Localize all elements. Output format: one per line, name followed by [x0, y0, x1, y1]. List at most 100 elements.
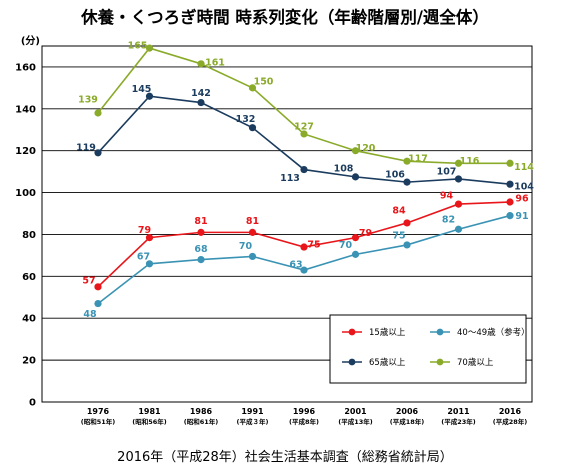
legend-marker	[436, 328, 444, 336]
data-label: 70	[339, 240, 353, 251]
data-point	[94, 299, 102, 308]
data-point	[454, 200, 463, 208]
data-label: 68	[194, 244, 208, 255]
data-point	[506, 212, 514, 220]
data-label: 75	[392, 230, 405, 241]
data-label: 63	[289, 260, 302, 271]
x-tick-label: 1976	[87, 407, 110, 416]
data-point	[506, 180, 514, 188]
data-point	[248, 84, 257, 92]
data-point	[300, 165, 308, 174]
data-point	[145, 92, 154, 100]
data-point	[300, 243, 308, 251]
data-label: 106	[385, 170, 405, 181]
data-point	[248, 252, 257, 261]
legend-label: 65歳以上	[369, 357, 406, 368]
data-label: 57	[82, 275, 95, 286]
x-tick-label: 1981	[138, 407, 161, 416]
data-point	[145, 260, 154, 268]
y-tick-label: 80	[22, 230, 36, 241]
data-point	[145, 44, 154, 52]
x-tick-label: 2001	[344, 407, 367, 416]
data-label: 81	[246, 216, 259, 227]
data-label: 139	[78, 95, 98, 106]
data-label: 82	[442, 215, 455, 226]
data-point	[94, 109, 102, 117]
x-tick-sublabel: (平成8年)	[289, 417, 319, 426]
data-point	[94, 283, 102, 291]
data-label: 104	[514, 182, 534, 193]
data-point	[197, 256, 205, 264]
data-point	[351, 173, 360, 181]
data-label: 70	[239, 241, 253, 252]
data-point	[248, 228, 257, 236]
x-tick-label: 2006	[396, 407, 419, 416]
x-tick-sublabel: (平成23年)	[441, 417, 476, 426]
x-tick-label: 2016	[499, 407, 522, 416]
legend-marker	[436, 358, 444, 366]
data-point	[351, 250, 360, 258]
data-label: 48	[83, 309, 97, 320]
data-label: 150	[254, 76, 274, 87]
data-label: 91	[515, 211, 528, 222]
y-axis-label: (分)	[21, 34, 40, 47]
chart-title: 休養・くつろぎ時間 時系列変化（年齢階層別/週全体）	[81, 8, 489, 27]
y-tick-label: 40	[22, 314, 36, 325]
data-point	[94, 149, 102, 157]
data-point	[403, 219, 411, 227]
x-tick-sublabel: (平成13年)	[338, 417, 373, 426]
x-tick-sublabel: (昭和61年)	[184, 417, 219, 426]
data-label: 107	[437, 166, 457, 177]
data-point	[197, 98, 205, 107]
data-label: 161	[205, 57, 225, 68]
y-tick-label: 120	[15, 146, 36, 157]
data-label: 116	[460, 156, 480, 167]
data-label: 79	[359, 228, 372, 239]
legend	[329, 314, 527, 384]
data-point	[506, 159, 514, 167]
x-tick-label: 1991	[241, 407, 264, 416]
data-point	[197, 60, 205, 68]
data-label: 79	[138, 225, 151, 236]
x-tick-sublabel: (平成３年)	[237, 417, 269, 426]
data-point	[145, 234, 154, 242]
y-tick-label: 60	[22, 272, 36, 283]
x-tick-label: 1996	[293, 407, 316, 416]
x-tick-label: 1986	[190, 407, 213, 416]
data-label: 142	[191, 88, 211, 99]
data-point	[351, 147, 360, 155]
legend-marker	[348, 358, 356, 366]
x-tick-sublabel: (平成18年)	[390, 417, 425, 426]
legend-label: 40～49歳（参考）	[457, 327, 530, 338]
data-label: 67	[137, 251, 150, 262]
legend-label: 70歳以上	[457, 357, 494, 368]
data-label: 120	[356, 143, 376, 154]
x-tick-sublabel: (平成28年)	[493, 417, 528, 426]
data-label: 84	[392, 205, 406, 216]
data-label: 165	[128, 41, 148, 52]
y-tick-label: 160	[15, 62, 36, 73]
data-label: 114	[514, 162, 534, 173]
y-tick-label: 100	[15, 188, 36, 199]
x-tick-label: 2011	[447, 407, 470, 416]
data-label: 75	[307, 240, 320, 251]
data-label: 117	[408, 154, 428, 165]
data-label: 127	[294, 121, 314, 132]
legend-marker	[348, 328, 356, 336]
data-point	[454, 159, 463, 167]
data-point	[506, 198, 514, 206]
data-label: 132	[236, 114, 256, 125]
data-label: 113	[280, 173, 300, 184]
legend-label: 15歳以上	[369, 327, 406, 338]
x-tick-sublabel: (昭和51年)	[81, 417, 116, 426]
data-label: 145	[132, 84, 152, 95]
data-point	[351, 234, 360, 242]
y-tick-label: 20	[22, 356, 36, 367]
data-point	[300, 266, 308, 274]
data-point	[300, 130, 308, 138]
data-point	[454, 225, 463, 233]
data-point	[403, 157, 411, 165]
y-tick-label: 0	[29, 398, 36, 409]
data-label: 96	[515, 194, 529, 205]
